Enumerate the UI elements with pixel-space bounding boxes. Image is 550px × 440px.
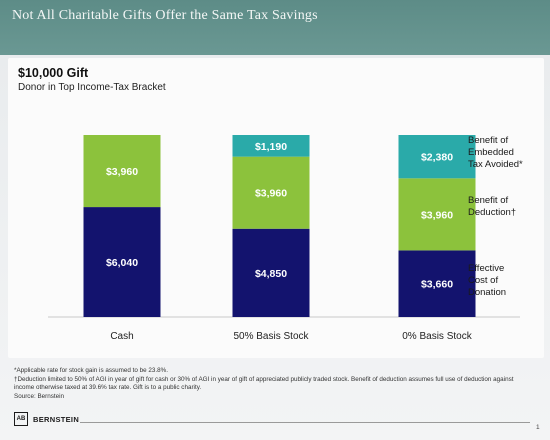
- bar-segment-1-1: [83, 207, 161, 317]
- legend-label-1-line-3: Tax Avoided*: [468, 159, 523, 170]
- data-label-1-2: $4,850: [255, 268, 287, 280]
- brand: AB BERNSTEIN: [14, 412, 79, 426]
- legend-label-2-line-2: Deduction†: [468, 207, 516, 218]
- bar-segment-2-2: [232, 156, 310, 229]
- bar-segment-2-3: [398, 178, 476, 251]
- data-label-1-3: $3,660: [421, 279, 453, 291]
- footnote-3: income otherwise taxed at 39.6% tax rate…: [14, 384, 202, 392]
- bernstein-logo-icon: AB: [14, 412, 28, 426]
- category-label-2: 50% Basis Stock: [233, 331, 309, 342]
- data-label-3-2: $1,190: [255, 141, 287, 153]
- footnote-source: Source: Bernstein: [14, 392, 65, 400]
- chart-title: $10,000 Gift: [18, 66, 89, 80]
- brand-name: BERNSTEIN: [33, 414, 80, 424]
- legend-label-1-line-1: Benefit of: [468, 135, 508, 146]
- bar-segment-1-2: [232, 228, 310, 317]
- footnote-2: †Deduction limited to 50% of AGI in year…: [14, 375, 514, 383]
- legend-label-3-line-2: Cost of: [468, 275, 498, 286]
- legend-label-3-line-1: Effective: [468, 263, 504, 274]
- legend-label-1-line-2: Embedded: [468, 147, 514, 158]
- footnote-1: *Applicable rate for stock gain is assum…: [14, 367, 169, 374]
- bar-segment-2-1: [83, 135, 161, 208]
- chart-subtitle: Donor in Top Income-Tax Bracket: [18, 82, 166, 93]
- bar-segment-1-3: [398, 250, 476, 317]
- page-number: 1: [536, 424, 540, 431]
- category-label-1: Cash: [110, 331, 133, 342]
- category-label-3: 0% Basis Stock: [402, 331, 472, 342]
- data-label-2-1: $3,960: [106, 166, 138, 178]
- footer-divider: [80, 422, 530, 423]
- data-label-2-2: $3,960: [255, 188, 287, 200]
- bar-segment-3-3: [398, 135, 476, 179]
- legend-label-2-line-1: Benefit of: [468, 195, 508, 206]
- footnotes: *Applicable rate for stock gain is assum…: [14, 367, 544, 401]
- data-label-2-3: $3,960: [421, 209, 453, 221]
- data-label-3-3: $2,380: [421, 152, 453, 164]
- bar-segment-3-2: [232, 135, 310, 157]
- legend-label-3-line-3: Donation: [468, 287, 506, 298]
- data-label-1-1: $6,040: [106, 257, 138, 269]
- slide-title: Not All Charitable Gifts Offer the Same …: [12, 8, 318, 23]
